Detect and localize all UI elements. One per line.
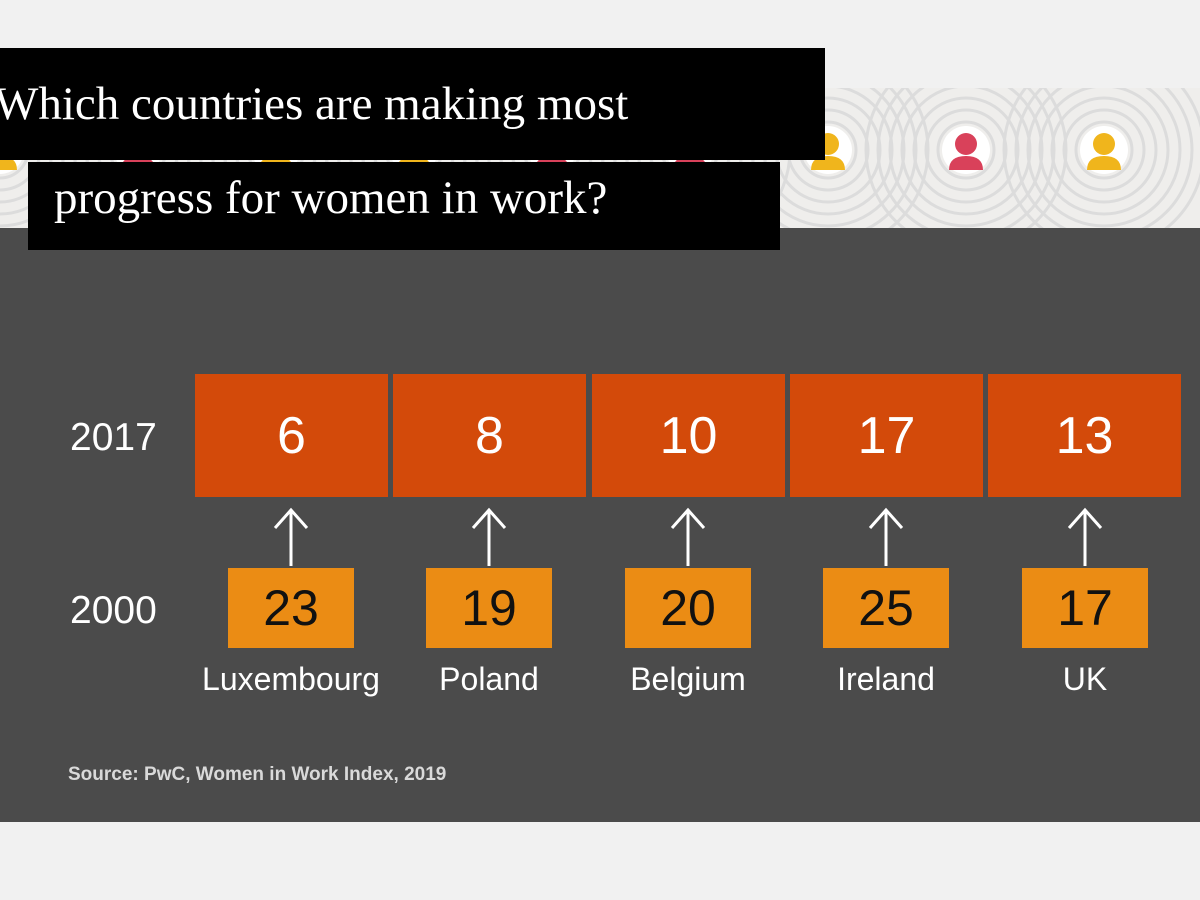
up-arrow-icon [273, 507, 309, 566]
value-2017-luxembourg: 6 [195, 374, 388, 497]
value-2000-luxembourg: 23 [228, 568, 354, 648]
person-icon [864, 88, 1068, 228]
chart-title-line-2: progress for women in work? [28, 162, 780, 250]
up-arrow-icon [670, 507, 706, 566]
up-arrow-icon [868, 507, 904, 566]
value-2000-poland: 19 [426, 568, 552, 648]
value-2000-belgium: 20 [625, 568, 751, 648]
country-label-uk: UK [1062, 661, 1108, 697]
value-2000-uk: 17 [1022, 568, 1148, 648]
row-label-2017: 2017 [70, 416, 157, 459]
source-note: Source: PwC, Women in Work Index, 2019 [68, 764, 447, 785]
value-2017-ireland: 17 [790, 374, 983, 497]
chart-title-line-1: Which countries are making most [0, 48, 825, 160]
chart-title-text-1: Which countries are making most [0, 78, 629, 130]
value-2017-uk: 13 [988, 374, 1181, 497]
person-icon [1002, 88, 1200, 228]
country-label-poland: Poland [439, 661, 539, 697]
up-arrow-icon [471, 507, 507, 566]
value-2000-ireland: 25 [823, 568, 949, 648]
value-2017-belgium: 10 [592, 374, 785, 497]
country-label-belgium: Belgium [630, 661, 746, 697]
value-2017-poland: 8 [393, 374, 586, 497]
row-label-2000: 2000 [70, 589, 157, 632]
up-arrow-icon [1067, 507, 1103, 566]
country-label-ireland: Ireland [837, 661, 935, 697]
country-label-luxembourg: Luxembourg [202, 661, 380, 697]
